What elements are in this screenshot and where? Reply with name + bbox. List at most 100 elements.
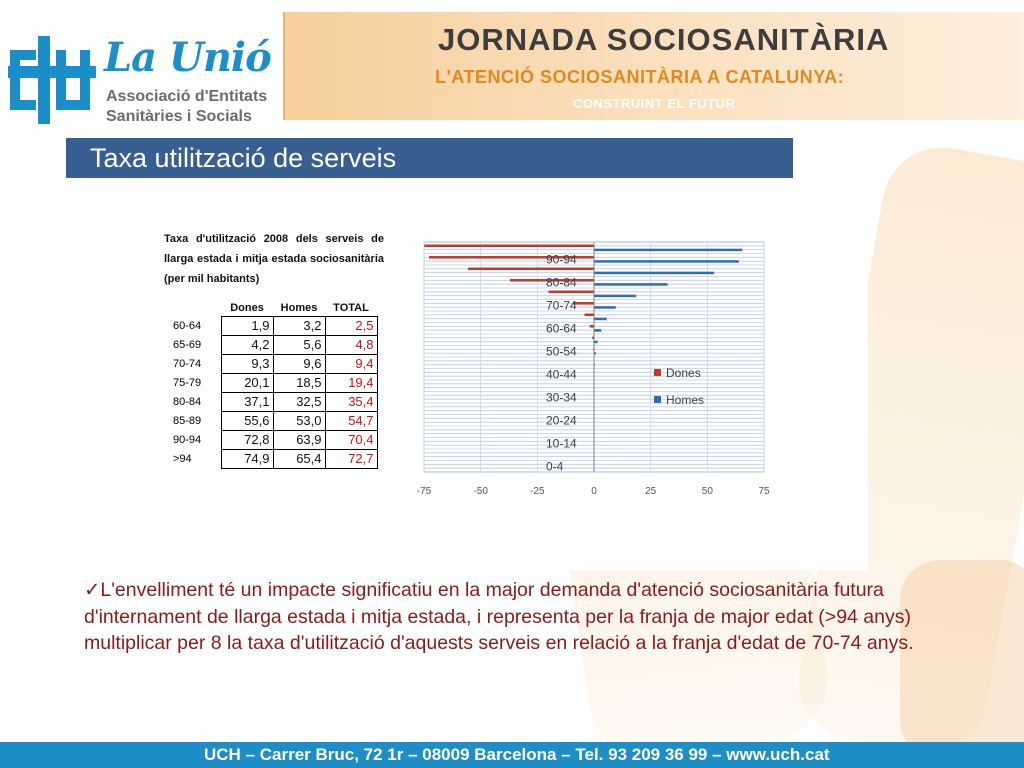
table-cell-dones: 9,3 <box>220 353 274 374</box>
bar-dones-80-84 <box>509 279 594 282</box>
category-label: 90-94 <box>546 252 577 266</box>
table-cell-total: 72,7 <box>324 448 378 469</box>
category-label: 10-14 <box>546 436 577 450</box>
table-body: 60-64 1,9 3,2 2,5 65-69 4,2 5,6 4,8 70-74 9,3 9,6 9… <box>170 315 378 469</box>
table-cell-age: 90-94 <box>173 433 202 446</box>
table-cell-dones: 55,6 <box>220 410 274 431</box>
header-subtitle-2: CONSTRUINT EL FUTUR <box>573 96 736 111</box>
legend-label-dones: Dones <box>666 366 701 380</box>
bar-homes-90-94 <box>594 260 739 263</box>
table-cell-homes: 53,0 <box>272 410 326 431</box>
table-row: 90-94 72,8 63,9 70,4 <box>170 429 378 450</box>
category-label: 70-74 <box>546 298 577 312</box>
table-cell-dones: 72,8 <box>220 429 274 450</box>
table-cell-homes: 63,9 <box>272 429 326 450</box>
pyramid-chart: 0-4 10-14 20-24 30-34 40-44 50-54 60-64 70-74 80… <box>417 241 770 497</box>
x-tick-label: 25 <box>645 486 657 497</box>
x-tick-label: 50 <box>702 486 714 497</box>
bar-homes-50-54 <box>594 352 596 355</box>
bar-homes-80-84 <box>594 283 668 286</box>
table-cell-dones: 20,1 <box>220 372 274 393</box>
table-cell-dones: 1,9 <box>220 315 274 336</box>
table-row: 70-74 9,3 9,6 9,4 <box>170 353 378 374</box>
bar-dones-75-79 <box>548 290 594 294</box>
table-cell-homes: 65,4 <box>272 448 326 469</box>
table-cell-dones: 4,2 <box>220 334 274 355</box>
bar-homes-70-74 <box>594 306 616 309</box>
decorative-shape <box>900 560 1024 760</box>
bar-dones-65-69 <box>584 313 594 317</box>
category-label: 80-84 <box>546 275 577 289</box>
bar-dones->94 <box>424 244 594 248</box>
table-cell-total: 54,7 <box>324 410 378 431</box>
x-tick-label: 0 <box>591 486 597 497</box>
table-cell-total: 2,5 <box>324 315 378 336</box>
bar-homes-60-64 <box>594 329 602 332</box>
logo-name: La Unió <box>104 34 272 81</box>
data-table: Dones Homes TOTAL 60-64 1,9 3,2 2,5 65-69 4,2… <box>170 300 378 469</box>
table-row: 75-79 20,1 18,5 19,4 <box>170 372 378 393</box>
table-header-total: TOTAL <box>333 301 369 314</box>
x-tick-label: -25 <box>530 486 545 497</box>
table-cell-total: 9,4 <box>324 353 378 374</box>
table-cell-homes: 3,2 <box>272 315 326 336</box>
bar-homes->94 <box>594 248 743 252</box>
legend-label-homes: Homes <box>666 393 704 407</box>
la-unio-logo-icon <box>8 36 96 124</box>
table-cell-age: >94 <box>173 452 192 465</box>
table-cell-total: 4,8 <box>324 334 378 355</box>
table-header-homes: Homes <box>280 301 318 314</box>
table-header-row: Dones Homes TOTAL <box>170 300 377 316</box>
bar-dones-60-64 <box>589 325 594 328</box>
table-header-age <box>170 300 221 316</box>
table-row: 80-84 37,1 32,5 35,4 <box>170 391 378 412</box>
bar-dones-70-74 <box>572 302 594 305</box>
table-cell-homes: 32,5 <box>272 391 326 412</box>
table-row: 60-64 1,9 3,2 2,5 <box>170 315 378 336</box>
bar-homes-55-59 <box>594 340 598 344</box>
table-cell-age: 85-89 <box>173 414 202 427</box>
bar-homes-75-79 <box>594 294 636 298</box>
bar-dones-90-94 <box>428 256 594 259</box>
table-cell-homes: 9,6 <box>272 353 326 374</box>
table-cell-age: 80-84 <box>173 395 202 408</box>
table-cell-age: 75-79 <box>173 376 202 389</box>
logo: La Unió Associació d'Entitats Sanitàries… <box>0 8 282 128</box>
check-icon: ✓ <box>84 579 101 601</box>
category-label: 40-44 <box>546 367 577 381</box>
x-tick-label: -75 <box>417 486 432 497</box>
table-caption: Taxa d'utilització 2008 dels serveis de … <box>164 233 384 285</box>
table-cell-homes: 18,5 <box>272 372 326 393</box>
category-label: 60-64 <box>546 321 577 335</box>
bar-dones-55-59 <box>592 336 594 340</box>
table-cell-total: 70,4 <box>324 429 378 450</box>
table-cell-age: 65-69 <box>173 338 202 351</box>
category-label: 30-34 <box>546 390 577 404</box>
legend-swatch-dones <box>654 369 661 376</box>
x-tick-label: -50 <box>473 486 488 497</box>
section-title: Taxa utilització de serveis <box>66 138 793 178</box>
bar-homes-85-89 <box>594 271 715 275</box>
category-label: 50-54 <box>546 344 577 358</box>
header-title: JORNADA SOCIOSANITÀRIA <box>438 22 890 57</box>
logo-line-2: Sanitàries i Socials <box>106 108 252 125</box>
header-banner: JORNADA SOCIOSANITÀRIA L'ATENCIÓ SOCIOSA… <box>283 12 1024 120</box>
x-tick-label: 75 <box>758 486 770 497</box>
table-cell-age: 70-74 <box>173 357 202 370</box>
table-row: 85-89 55,6 53,0 54,7 <box>170 410 378 431</box>
body-text: ✓L'envelliment té un impacte significati… <box>84 577 964 657</box>
table-cell-homes: 5,6 <box>272 334 326 355</box>
header-subtitle: L'ATENCIÓ SOCIOSANITÀRIA A CATALUNYA: <box>435 67 845 87</box>
table-header-dones: Dones <box>230 301 264 314</box>
logo-line-1: Associació d'Entitats <box>106 88 268 105</box>
legend-swatch-homes <box>654 396 661 403</box>
table-row: >94 74,9 65,4 72,7 <box>170 448 378 469</box>
table-cell-dones: 37,1 <box>220 391 274 412</box>
table-cell-age: 60-64 <box>173 319 202 332</box>
body-paragraph: L'envelliment té un impacte significatiu… <box>84 579 911 654</box>
table-cell-total: 19,4 <box>324 372 378 393</box>
table-cell-total: 35,4 <box>324 391 378 412</box>
category-label: 0-4 <box>546 459 564 473</box>
category-label: 20-24 <box>546 413 577 427</box>
body-paragraph-end: anys. <box>861 632 914 654</box>
